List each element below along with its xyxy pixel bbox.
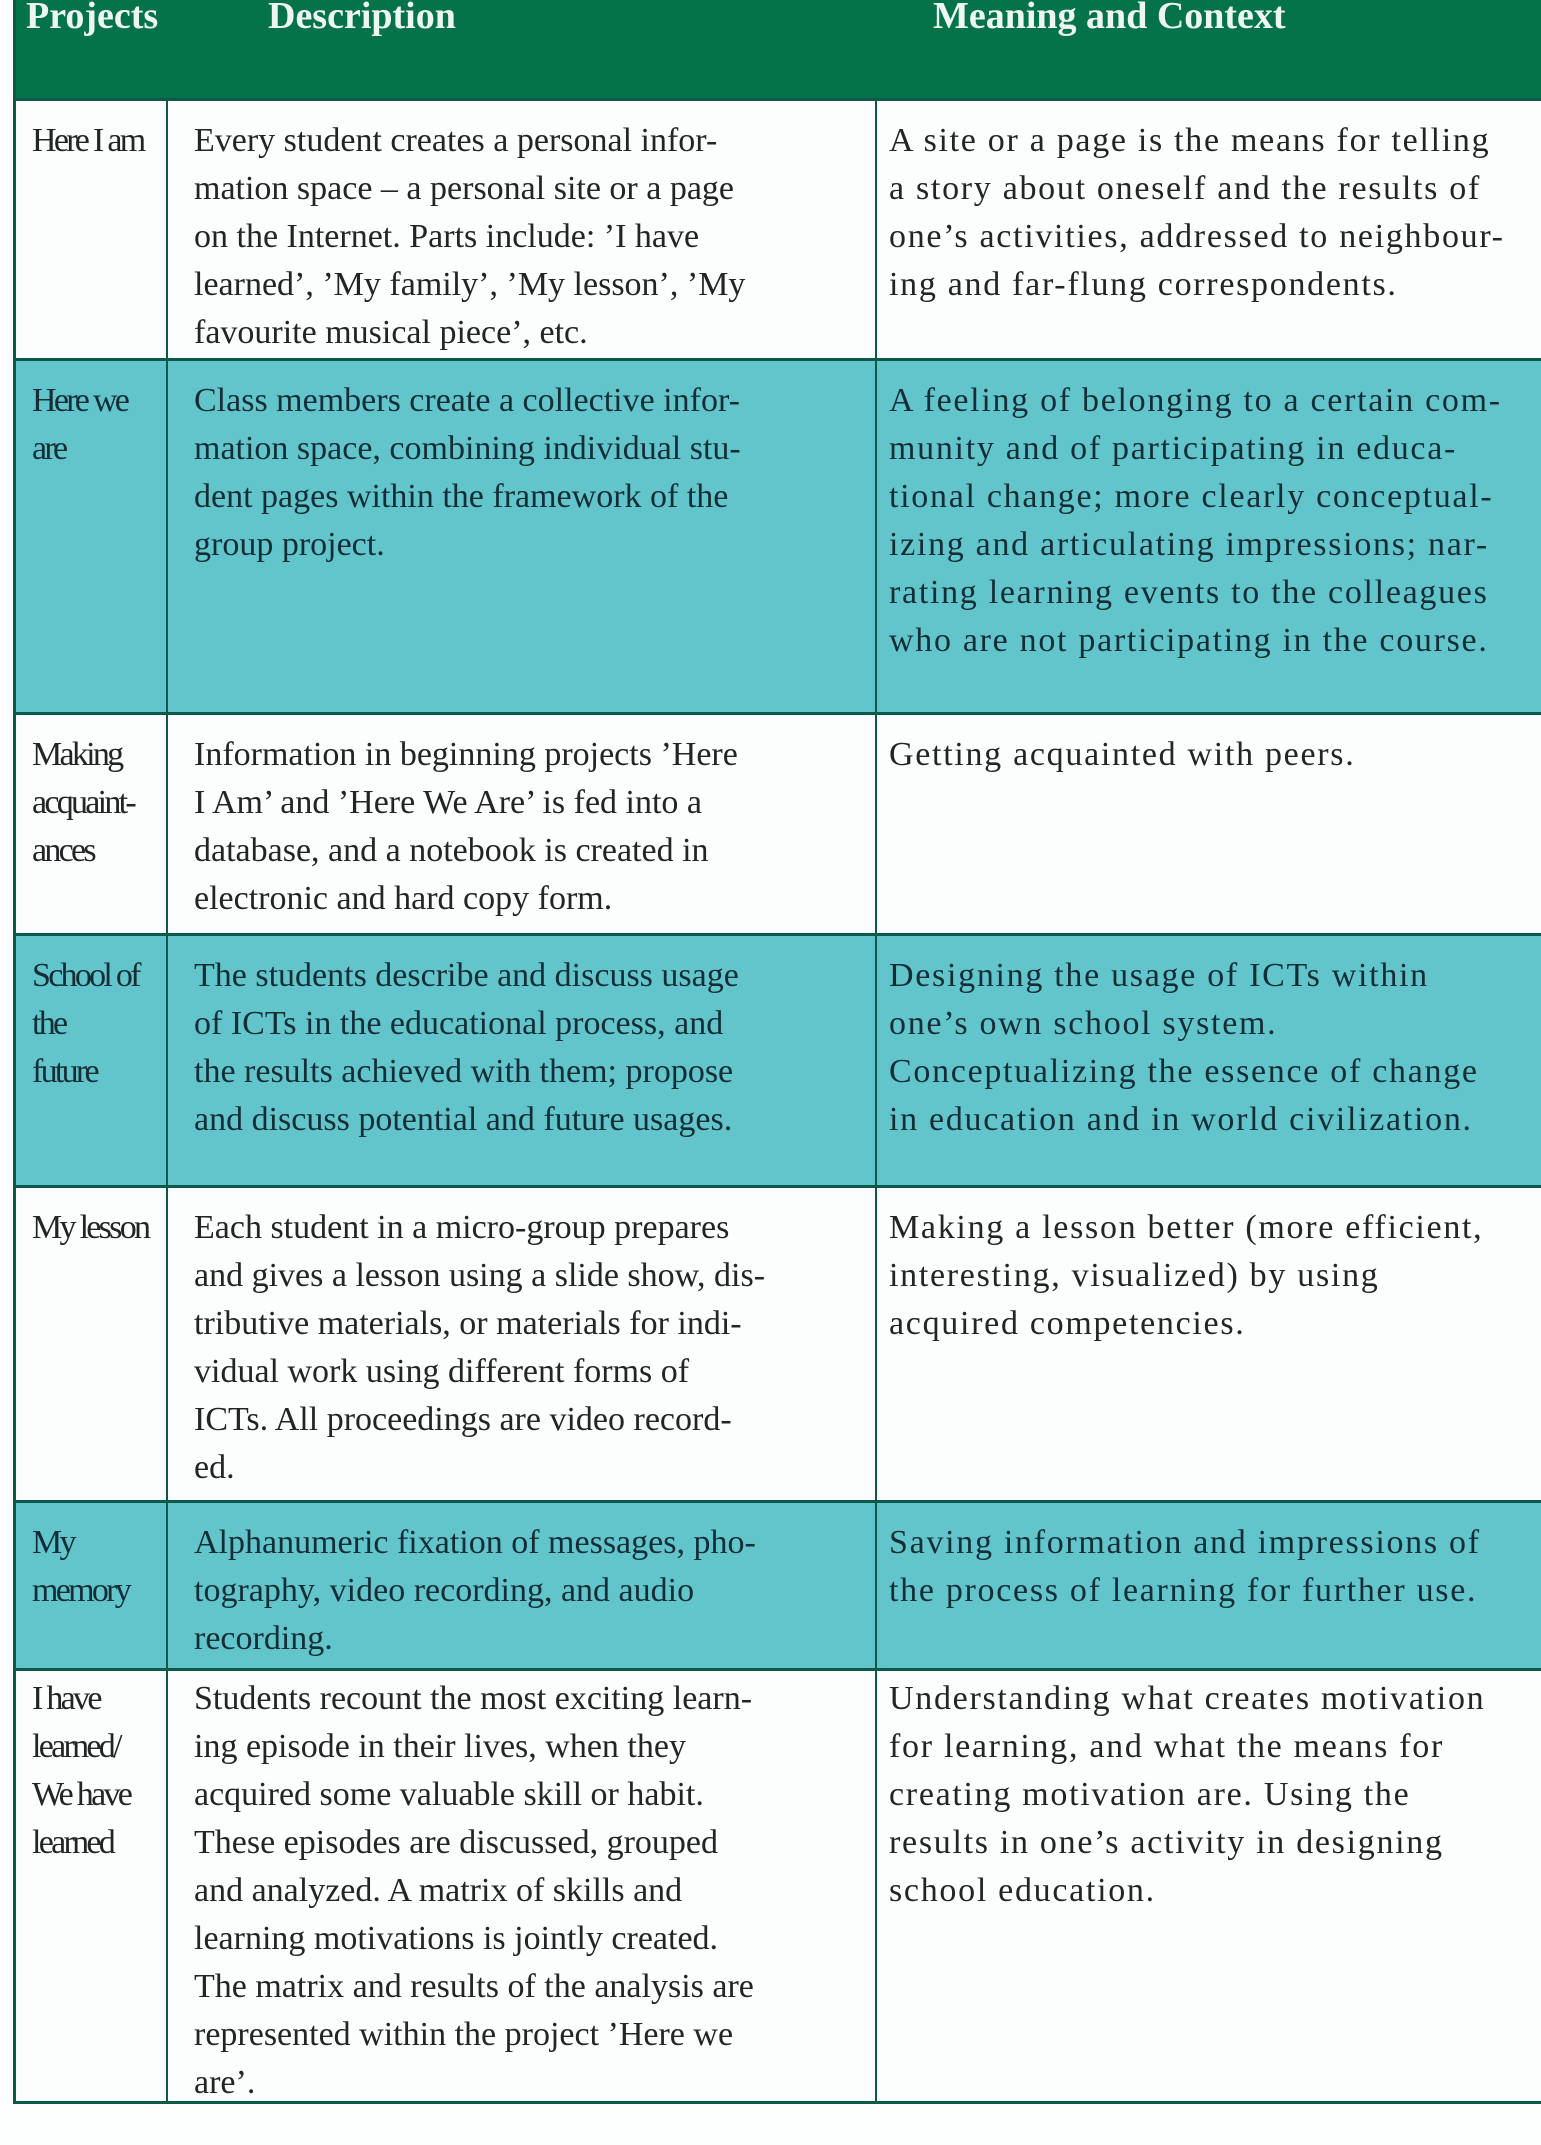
table-row: My lesson Each student in a micro-group …	[16, 1185, 1541, 1500]
header-projects-label: Projects	[26, 0, 159, 37]
project-cell: I have learned/ We have learned	[16, 1671, 168, 2101]
table-row: School of the future The students descri…	[16, 933, 1541, 1185]
meaning-cell: Getting acquainted with peers.	[889, 736, 1356, 773]
description-cell: Information in beginning projects ’Here …	[168, 715, 877, 933]
meaning-cell: Designing the usage of ICTs within one’s…	[889, 957, 1479, 1138]
table-row: I have learned/ We have learned Students…	[16, 1668, 1541, 2104]
header-description-label: Description	[268, 0, 456, 37]
project-cell: School of the future	[16, 936, 168, 1185]
header-description: Description	[168, 0, 877, 98]
meaning-cell: Saving information and impressions of th…	[889, 1524, 1481, 1609]
description-cell: Students recount the most exciting learn…	[168, 1671, 877, 2101]
projects-table: Projects Description Meaning and Context…	[13, 0, 1541, 2104]
project-cell: My lesson	[16, 1188, 168, 1500]
table-row: Making acquaint- ances Information in be…	[16, 712, 1541, 933]
table-row: Here we are Class members create a colle…	[16, 358, 1541, 712]
page-bottom-margin	[0, 2104, 1541, 2145]
header-projects: Projects	[16, 0, 168, 98]
meaning-cell: Making a lesson better (more efficient, …	[889, 1209, 1484, 1342]
table-header-row: Projects Description Meaning and Context	[16, 0, 1541, 98]
meaning-cell: A feeling of belonging to a certain com-…	[889, 382, 1502, 659]
table-row: Here I am Every student creates a person…	[16, 98, 1541, 358]
header-meaning-and-context: Meaning and Context	[877, 0, 1541, 98]
description-cell: Every student creates a personal infor- …	[168, 101, 877, 358]
project-cell: Here I am	[16, 101, 168, 358]
meaning-cell: A site or a page is the means for tellin…	[889, 122, 1505, 303]
project-cell: My memory	[16, 1503, 168, 1668]
table-row: My memory Alphanumeric fixation of messa…	[16, 1500, 1541, 1668]
description-cell: Alphanumeric fixation of messages, pho- …	[168, 1503, 877, 1668]
project-cell: Here we are	[16, 361, 168, 712]
description-cell: Each student in a micro-group prepares a…	[168, 1188, 877, 1500]
description-cell: The students describe and discuss usage …	[168, 936, 877, 1185]
project-cell: Making acquaint- ances	[16, 715, 168, 933]
meaning-cell: Understanding what creates motivation fo…	[889, 1680, 1486, 1909]
description-cell: Class members create a collective infor-…	[168, 361, 877, 712]
header-meaning-label: Meaning and Context	[933, 0, 1286, 37]
